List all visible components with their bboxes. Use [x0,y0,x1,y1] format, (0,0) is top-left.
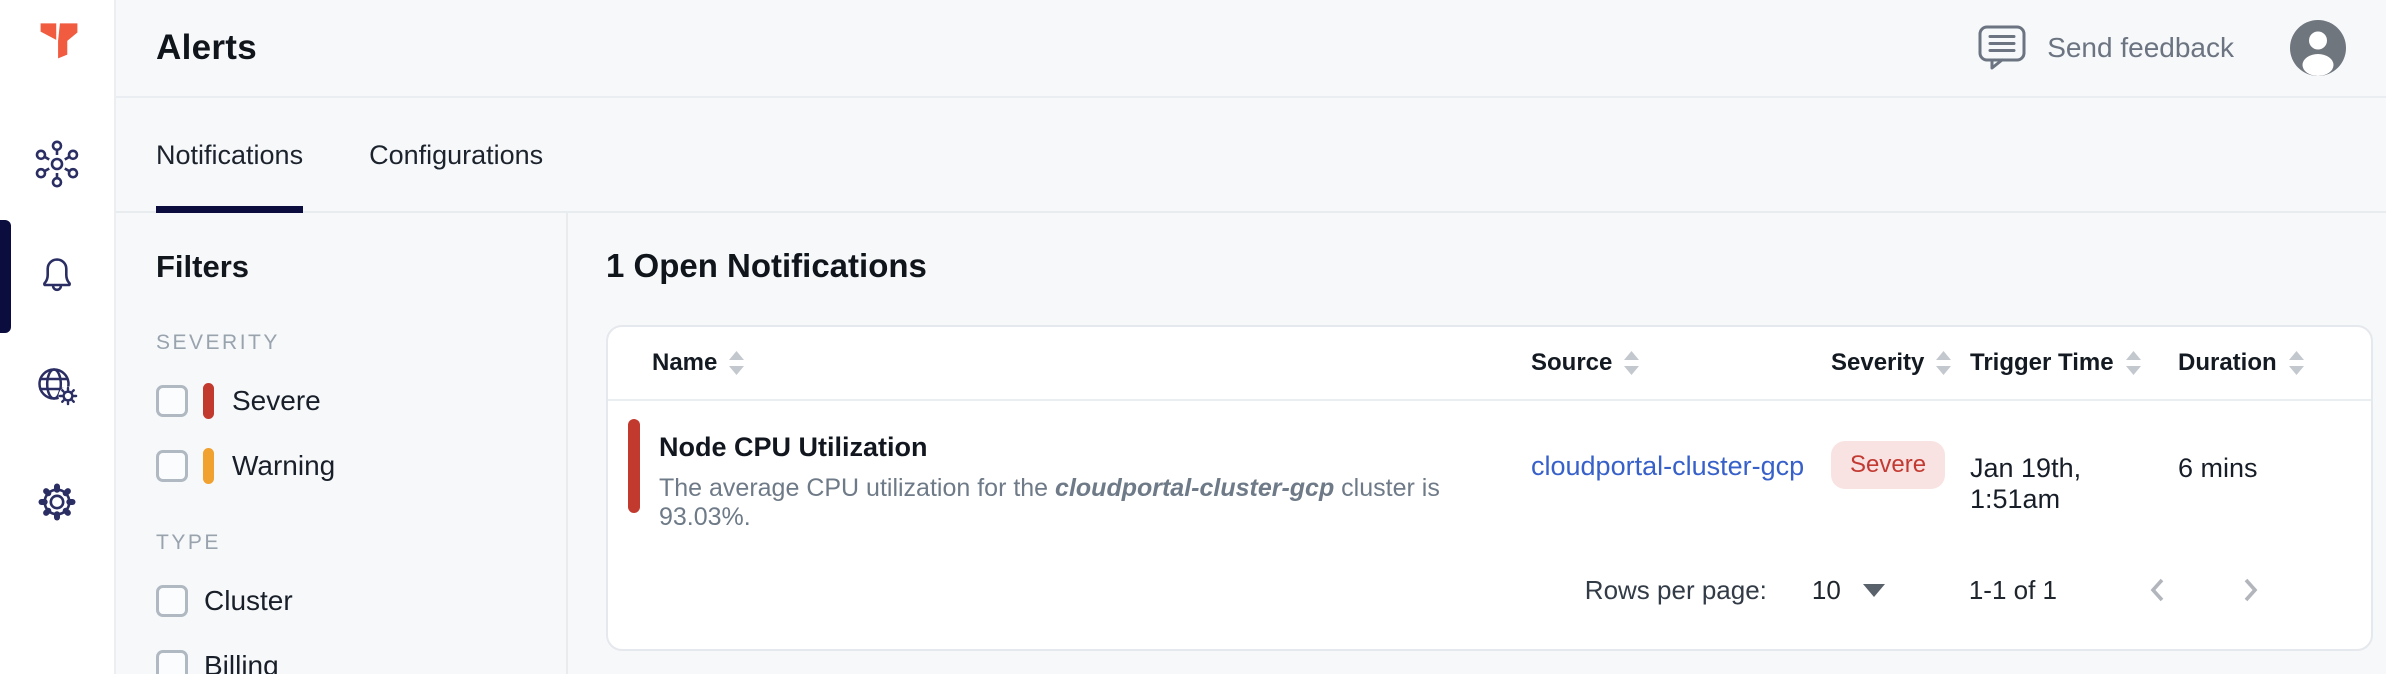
send-feedback-label: Send feedback [2047,32,2234,63]
notification-title: Node CPU Utilization [659,432,928,462]
open-notifications-heading: 1 Open Notifications [606,247,927,284]
cluster-label: Cluster [204,585,293,616]
filter-option-severe: Severe [156,382,566,420]
page-title: Alerts [156,28,258,67]
filter-option-billing: Billing [156,647,566,674]
clusters-network-icon[interactable] [33,140,81,188]
severe-checkbox[interactable] [156,385,188,417]
billing-label: Billing [204,650,279,674]
send-feedback-button[interactable]: Send feedback [1977,24,2234,72]
tabbar: Notifications Configurations [116,100,2386,213]
column-header-severity[interactable]: Severity [1831,349,1970,377]
notification-name-cell: Node CPU Utilization The average CPU uti… [608,419,1531,532]
severe-label: Severe [232,385,321,416]
active-nav-indicator [0,220,11,333]
notifications-panel: 1 Open Notifications Name Source Severit… [570,213,2386,674]
sort-icon-duration[interactable] [2288,351,2304,375]
notification-description: The average CPU utilization for the clou… [659,474,1440,531]
alerts-bell-icon[interactable] [33,250,81,298]
rows-per-page-label: Rows per page: [1584,574,1767,605]
column-header-duration[interactable]: Duration [2178,349,2371,377]
description-cluster-name: cloudportal-cluster-gcp [1055,474,1335,502]
table-header-row: Name Source Severity [608,327,2371,401]
user-avatar[interactable] [2290,20,2346,76]
brand-logo-icon[interactable] [33,16,85,62]
cluster-checkbox[interactable] [156,585,188,617]
billing-checkbox[interactable] [156,650,188,674]
column-header-name[interactable]: Name [608,349,1531,377]
page-header: Alerts Send feedback [116,0,2386,98]
severity-bar [628,419,640,513]
warning-label: Warning [232,450,336,481]
column-header-source[interactable]: Source [1531,349,1831,377]
tab-configurations[interactable]: Configurations [369,139,544,170]
warning-indicator [203,448,214,484]
settings-gear-icon[interactable] [33,478,81,526]
filters-panel: Filters SEVERITY Severe Warning TYPE Clu… [116,213,568,674]
severe-indicator [203,383,214,419]
sort-icon-severity[interactable] [1936,351,1952,375]
filter-group-type-label: TYPE [156,531,221,554]
sort-icon-trigger-time[interactable] [2125,351,2141,375]
rows-per-page-select[interactable]: 10 [1812,575,1885,606]
sort-icon-source[interactable] [1624,351,1640,375]
severity-badge: Severe [1831,441,1946,489]
filters-title: Filters [156,249,250,284]
column-header-trigger-time[interactable]: Trigger Time [1970,349,2178,377]
pagination-bar: Rows per page: 10 1-1 of 1 [608,531,2371,649]
trigger-time-value: Jan 19th, 1:51am [1970,453,2082,514]
dropdown-caret-icon [1862,583,1885,597]
source-link[interactable]: cloudportal-cluster-gcp [1531,451,1805,481]
sort-icon-name[interactable] [729,351,745,375]
next-page-button[interactable] [2235,573,2265,607]
pagination-range: 1-1 of 1 [1968,574,2057,605]
tab-notifications[interactable]: Notifications [156,100,304,213]
filter-option-warning: Warning [156,447,566,485]
notification-row[interactable]: Node CPU Utilization The average CPU uti… [608,401,2371,532]
previous-page-button[interactable] [2143,573,2173,607]
duration-value: 6 mins [2178,453,2258,483]
notifications-table-card: Name Source Severity [606,325,2373,651]
filter-group-severity-label: SEVERITY [156,331,280,354]
network-settings-globe-icon[interactable] [33,362,81,410]
feedback-speech-bubble-icon [1977,24,2029,72]
filter-option-cluster: Cluster [156,582,566,620]
warning-checkbox[interactable] [156,450,188,482]
sidebar [0,0,116,674]
